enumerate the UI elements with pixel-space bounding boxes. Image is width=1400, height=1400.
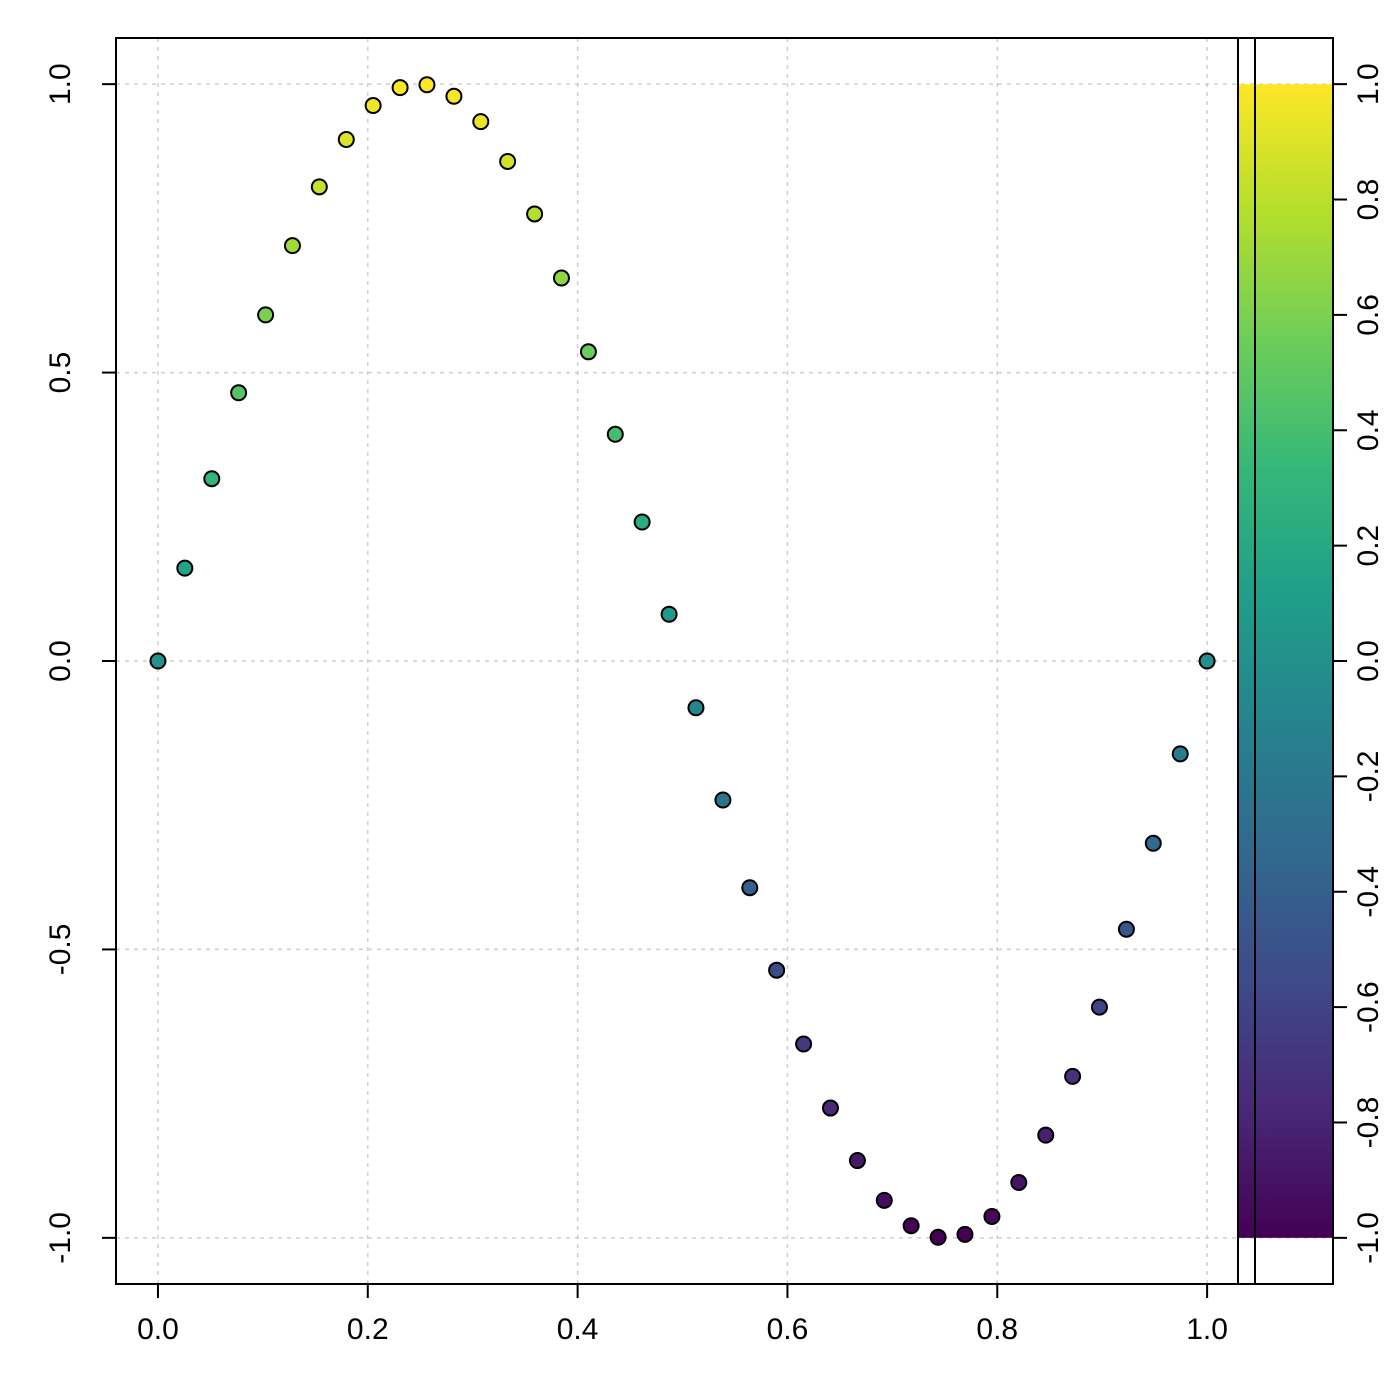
data-point — [552, 269, 570, 287]
data-point — [445, 87, 463, 105]
data-point — [418, 76, 436, 94]
colorbar-tick-label: 0.6 — [1352, 294, 1385, 336]
colorbar-tick-label: 0.4 — [1352, 409, 1385, 451]
x-tick-label: 0.4 — [557, 1313, 599, 1346]
y-tick-label: -0.5 — [44, 924, 77, 976]
data-point — [606, 425, 624, 443]
data-point — [1171, 745, 1189, 763]
y-axis: -1.0 -0.5 0.0 0.5 1.0 — [44, 63, 116, 1264]
y-tick-label: -1.0 — [44, 1212, 77, 1264]
colorbar-tick-label: -0.8 — [1352, 1097, 1385, 1149]
data-point — [768, 961, 786, 979]
data-point — [526, 205, 544, 223]
data-point — [391, 79, 409, 97]
data-points — [149, 76, 1216, 1246]
data-point — [149, 652, 167, 670]
colorbar-tick-label: -0.4 — [1352, 866, 1385, 918]
y-tick-label: 0.5 — [44, 352, 77, 394]
data-point — [875, 1191, 893, 1209]
x-axis: 0.0 0.2 0.4 0.6 0.8 1.0 — [137, 1284, 1228, 1346]
colorbar-tick-label: 0.8 — [1352, 179, 1385, 221]
data-point — [687, 699, 705, 717]
data-point — [176, 559, 194, 577]
data-point — [203, 470, 221, 488]
data-point — [902, 1217, 920, 1235]
data-point — [337, 131, 355, 149]
data-point — [472, 113, 490, 131]
x-tick-label: 1.0 — [1186, 1313, 1228, 1346]
data-point — [795, 1035, 813, 1053]
colorbar — [1237, 38, 1333, 1284]
data-point — [579, 343, 597, 361]
data-point — [1090, 998, 1108, 1016]
colorbar-tick-label: 0.2 — [1352, 525, 1385, 567]
x-tick-label: 0.2 — [347, 1313, 389, 1346]
colorbar-tick-label: -0.2 — [1352, 751, 1385, 803]
data-point — [1010, 1173, 1028, 1191]
data-point — [1144, 834, 1162, 852]
colorbar-tick-label: -1.0 — [1352, 1212, 1385, 1264]
grid — [116, 38, 1333, 1284]
colorbar-tick-label: 1.0 — [1352, 63, 1385, 105]
data-point — [848, 1152, 866, 1170]
data-point — [633, 513, 651, 531]
data-point — [741, 879, 759, 897]
data-point — [499, 152, 517, 170]
colorbar-axis: 1.0 0.8 0.6 0.4 0.2 0.0 -0.2 -0.4 -0.6 -0.8 -1.0 — [1333, 63, 1385, 1264]
data-point — [714, 791, 732, 809]
data-point — [230, 384, 248, 402]
data-point — [1198, 652, 1216, 670]
x-tick-label: 0.8 — [976, 1313, 1018, 1346]
colorbar-tick-label: -0.6 — [1352, 981, 1385, 1033]
data-point — [660, 605, 678, 623]
data-point — [929, 1228, 947, 1246]
data-point — [1064, 1067, 1082, 1085]
x-tick-label: 0.6 — [767, 1313, 809, 1346]
y-tick-label: 0.0 — [44, 640, 77, 682]
data-point — [821, 1099, 839, 1117]
data-point — [1117, 920, 1135, 938]
data-point — [283, 237, 301, 255]
data-point — [1037, 1126, 1055, 1144]
data-point — [956, 1225, 974, 1243]
data-point — [257, 306, 275, 324]
data-point — [983, 1208, 1001, 1226]
x-tick-label: 0.0 — [137, 1313, 179, 1346]
data-point — [364, 96, 382, 114]
y-tick-label: 1.0 — [44, 63, 77, 105]
colorbar-tick-label: 0.0 — [1352, 640, 1385, 682]
colorbar-gradient — [1238, 84, 1333, 1238]
data-point — [310, 178, 328, 196]
